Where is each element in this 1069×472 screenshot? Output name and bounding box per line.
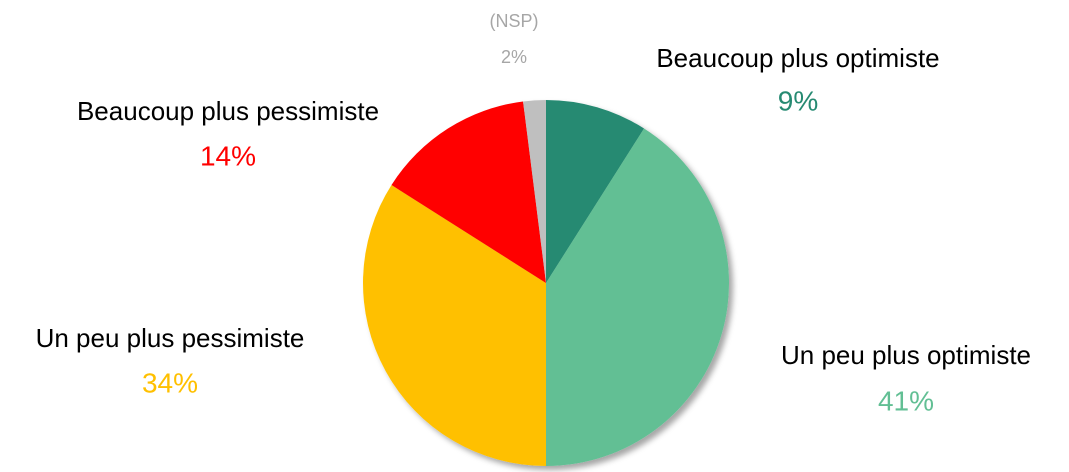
value-label: 2%: [501, 47, 527, 67]
pie-slice: [362, 184, 546, 466]
category-label: Beaucoup plus optimiste: [656, 43, 939, 73]
value-label: 34%: [142, 367, 198, 398]
category-label: Un peu plus optimiste: [781, 340, 1031, 370]
pie-slice: [523, 100, 546, 283]
category-label: Un peu plus pessimiste: [36, 323, 305, 353]
value-label: 9%: [778, 85, 818, 116]
pie-slice: [391, 101, 546, 283]
category-label: (NSP): [490, 11, 539, 31]
pie-slice: [546, 128, 729, 467]
value-label: 41%: [878, 385, 934, 416]
value-label: 14%: [200, 140, 256, 171]
pie-slice: [546, 100, 645, 283]
pie: [362, 100, 729, 467]
category-label: Beaucoup plus pessimiste: [77, 96, 379, 126]
